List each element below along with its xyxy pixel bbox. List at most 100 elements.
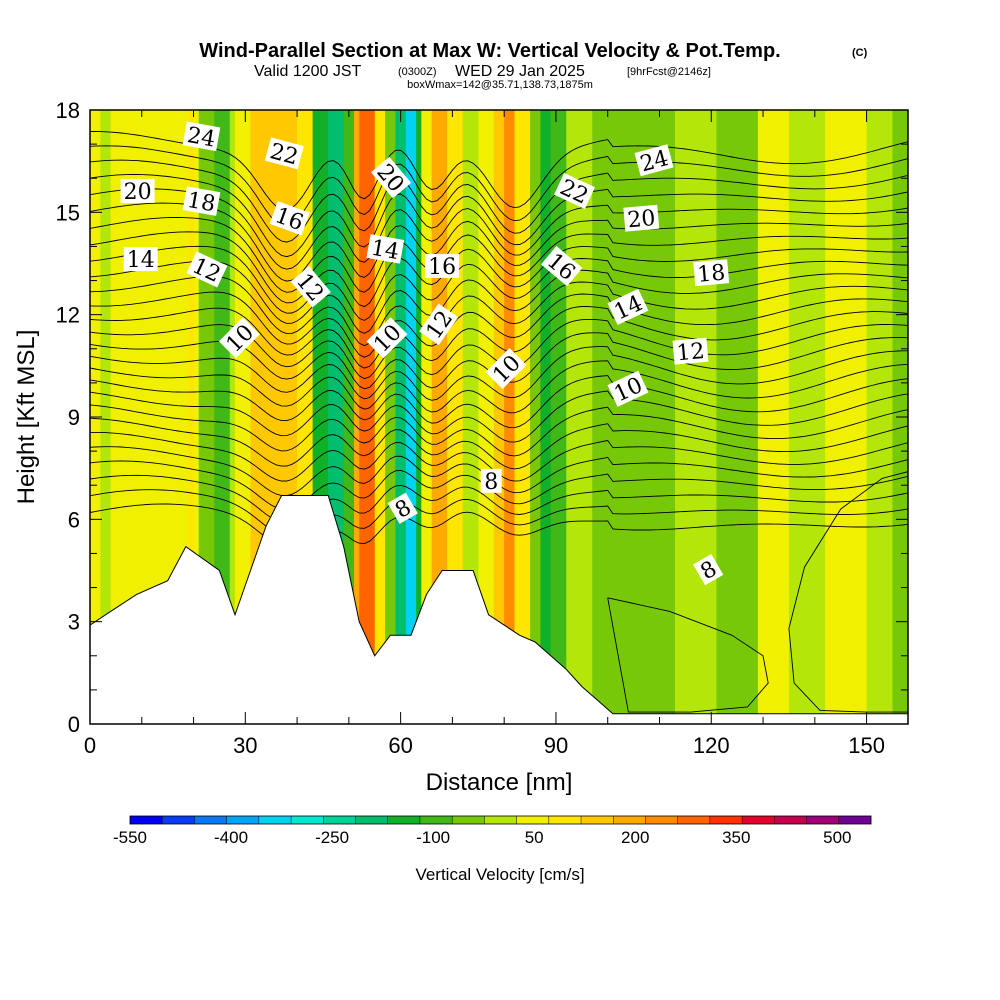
contour-label-box	[182, 121, 221, 152]
contour-label-box	[634, 144, 674, 177]
velocity-column	[540, 110, 552, 724]
x-axis-title: Distance [nm]	[426, 769, 573, 796]
colorbar-swatch	[677, 816, 711, 824]
contour-label-box	[693, 553, 724, 586]
colorbar-frame	[129, 815, 872, 825]
contour-label-box	[607, 288, 649, 325]
colorbar-swatch	[613, 816, 646, 824]
theta-contour	[90, 503, 908, 548]
contour-label-box	[370, 156, 412, 199]
velocity-column	[343, 110, 355, 724]
contour-label-box	[218, 317, 260, 359]
contour-label-text: 14	[369, 236, 401, 265]
velocity-column	[395, 110, 407, 724]
theta-contour	[90, 404, 908, 457]
y-axis-title: Height [Kft MSL]	[13, 330, 40, 505]
velocity-column	[478, 110, 495, 724]
velocity-column	[757, 110, 790, 724]
colorbar-swatch	[194, 816, 227, 824]
theta-contour	[90, 131, 908, 211]
colorbar-swatch	[774, 816, 807, 824]
contour-label-text: 8	[484, 470, 498, 495]
velocity-column	[675, 110, 718, 724]
colorbar-swatch	[130, 816, 163, 824]
contour-label-box	[182, 186, 221, 216]
theta-contour	[90, 275, 908, 347]
x-tick-label: 0	[84, 733, 96, 758]
colorbar-swatch	[645, 816, 678, 824]
theta-contour	[90, 231, 908, 308]
contour-label-box	[269, 201, 310, 236]
velocity-column	[592, 110, 619, 724]
velocity-column	[188, 110, 195, 724]
colorbar-swatch	[355, 816, 389, 824]
contour-label-box	[425, 253, 460, 278]
valid-utc: (0300Z)	[398, 66, 437, 78]
velocity-column	[405, 110, 417, 724]
y-tick-label: 18	[56, 98, 80, 123]
contour-label-box	[607, 370, 649, 407]
theta-contour	[90, 460, 908, 511]
contour-label-text: 20	[626, 206, 656, 233]
contour-label-text: 16	[428, 255, 456, 280]
theta-contour	[90, 145, 908, 227]
velocity-column	[825, 110, 868, 724]
contour-label-box	[480, 468, 502, 493]
velocity-column	[716, 110, 759, 724]
theta-contour	[90, 260, 908, 334]
x-tick-label: 120	[693, 733, 730, 758]
theta-contour	[90, 375, 908, 429]
theta-contour	[90, 346, 908, 401]
theta-contour	[788, 471, 908, 713]
velocity-column	[229, 110, 236, 724]
y-axis: 0 3 6 9 12 15 18	[56, 98, 908, 737]
contour-label-box	[387, 492, 418, 524]
contour-label-box	[554, 172, 596, 210]
theta-contour	[90, 291, 908, 358]
contour-label: 8	[387, 492, 418, 524]
terrain	[90, 495, 908, 724]
valid-prefix: Valid 1200 JST	[254, 63, 362, 80]
contour-label-box	[623, 204, 660, 232]
contour-label-box	[672, 337, 709, 365]
velocity-column	[504, 110, 516, 724]
contour-label: 14	[366, 234, 405, 265]
y-tick-label: 6	[68, 507, 80, 532]
contour-label-box	[123, 247, 158, 272]
colorbar-title: Vertical Velocity [cm/s]	[415, 865, 584, 884]
contour-label-text: 18	[185, 188, 217, 217]
theta-contour	[90, 474, 908, 524]
colorbar-swatch	[323, 816, 356, 824]
velocity-column	[550, 110, 567, 724]
copyright-mark: (C)	[852, 47, 868, 59]
velocity-column	[514, 110, 531, 724]
theta-contour	[90, 159, 908, 243]
contour-label-box	[541, 246, 583, 287]
velocity-column	[354, 110, 360, 724]
theta-contour	[90, 202, 908, 282]
theta-contour	[90, 174, 908, 258]
colorbar-tick-label: -250	[315, 828, 349, 847]
contour-label-box	[120, 178, 155, 203]
colorbar-tick-label: -400	[214, 828, 248, 847]
colorbar-swatch	[742, 816, 775, 824]
colorbar-swatch	[548, 816, 582, 824]
valid-date: WED 29 Jan 2025	[455, 63, 585, 80]
contour-label: 22	[264, 137, 304, 170]
velocity-column	[618, 110, 676, 724]
contour-label-box	[186, 251, 228, 288]
contour-label: 20	[120, 178, 155, 205]
colorbar-swatch	[581, 816, 614, 824]
contour-label-text: 20	[124, 180, 152, 205]
colorbar-swatch	[258, 816, 292, 824]
colorbar-swatch	[484, 816, 517, 824]
chart-title: Wind-Parallel Section at Max W: Vertical…	[199, 40, 780, 62]
colorbar-swatch	[806, 816, 840, 824]
y-tick-label: 15	[56, 200, 80, 225]
contour-label: 18	[693, 259, 730, 288]
theta-contour	[607, 597, 769, 713]
contour-label-text: 24	[185, 123, 217, 152]
theta-contour	[90, 217, 908, 293]
y-tick-label: 3	[68, 610, 80, 635]
